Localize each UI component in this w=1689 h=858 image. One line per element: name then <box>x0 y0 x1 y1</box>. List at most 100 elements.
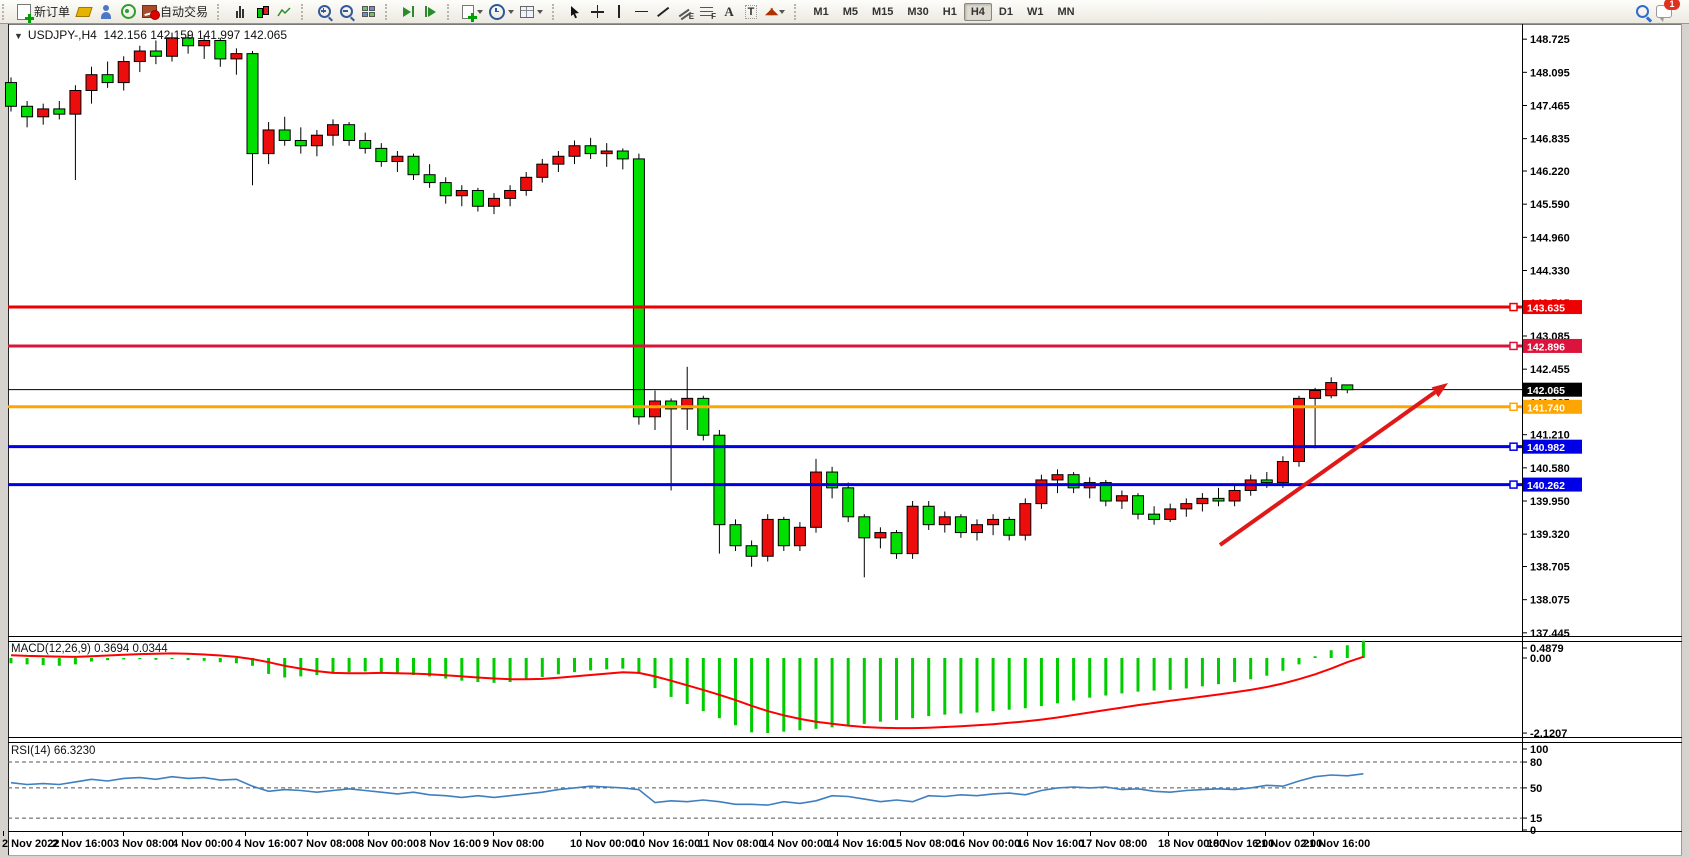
svg-text:15 Nov 08:00: 15 Nov 08:00 <box>890 838 957 850</box>
fibonacci-tool-button[interactable]: F <box>696 2 718 22</box>
navigator-icon <box>100 4 112 19</box>
timeframe-m1-button[interactable]: M1 <box>813 5 829 18</box>
trendline-tool-button[interactable] <box>652 2 674 22</box>
line-chart-icon <box>277 6 291 16</box>
svg-text:10 Nov 00:00: 10 Nov 00:00 <box>570 838 637 850</box>
toolbar-grip[interactable] <box>301 3 307 20</box>
svg-text:4 Nov 16:00: 4 Nov 16:00 <box>235 838 296 850</box>
svg-text:141.740: 141.740 <box>1527 402 1565 414</box>
chart-window: 148.725 148.095 147.465 146.835 146.220 145.5… <box>0 24 1689 858</box>
auto-scroll-icon <box>427 6 436 17</box>
horizontal-line-icon <box>634 10 648 13</box>
terminal-button[interactable] <box>117 2 139 22</box>
rsi-indicator <box>10 773 1364 806</box>
chevron-down-icon <box>537 9 544 14</box>
timeframe-h4-button[interactable]: H4 <box>963 2 992 21</box>
horizontal-lines[interactable]: 143.635 142.896 142.065 141.740 140.982 140.2… <box>8 300 1582 492</box>
svg-text:143.635: 143.635 <box>1527 303 1565 315</box>
auto-trading-button[interactable]: 自动交易 <box>139 2 211 22</box>
svg-text:18 Nov 00:00: 18 Nov 00:00 <box>1158 838 1225 850</box>
search-button[interactable] <box>1631 2 1653 22</box>
new-order-button[interactable]: 新订单 <box>14 2 73 23</box>
svg-text:-2.1207: -2.1207 <box>1530 728 1567 740</box>
candlestick-mode-button[interactable] <box>251 2 273 22</box>
toolbar-grip[interactable] <box>447 3 453 20</box>
toolbar-grip[interactable] <box>385 3 391 20</box>
timeframe-m30-button[interactable]: M30 <box>907 5 929 18</box>
svg-text:139.950: 139.950 <box>1530 496 1570 508</box>
text-label-tool-button[interactable]: T <box>740 2 762 22</box>
new-order-icon <box>17 3 34 23</box>
trendline-icon <box>657 6 670 17</box>
zoom-out-icon <box>339 5 353 18</box>
chart-background <box>8 24 1682 856</box>
crosshair-icon <box>590 5 604 18</box>
svg-text:146.220: 146.220 <box>1530 166 1570 178</box>
tile-windows-button[interactable] <box>357 2 379 22</box>
toolbar-grip[interactable] <box>552 3 558 20</box>
template-selector-button[interactable] <box>517 2 546 22</box>
toolbar-grip[interactable] <box>794 3 800 20</box>
svg-text:2 Nov 2022: 2 Nov 2022 <box>2 838 59 850</box>
vertical-line-tool-button[interactable] <box>608 2 630 22</box>
timeframe-h1-button[interactable]: H1 <box>942 5 957 18</box>
timeframe-m15-button[interactable]: M15 <box>871 5 894 18</box>
terminal-icon <box>120 4 136 19</box>
svg-text:0: 0 <box>1530 825 1536 837</box>
auto-scroll-button[interactable] <box>419 2 441 22</box>
svg-text:14 Nov 16:00: 14 Nov 16:00 <box>827 838 894 850</box>
zoom-in-button[interactable] <box>313 2 335 22</box>
svg-text:138.705: 138.705 <box>1530 562 1570 574</box>
svg-text:21 Nov 02:00: 21 Nov 02:00 <box>1255 838 1322 850</box>
timeframe-m5-button[interactable]: M5 <box>842 5 858 18</box>
channel-icon: E <box>678 5 694 21</box>
bar-chart-mode-button[interactable] <box>229 2 251 22</box>
navigator-button[interactable] <box>95 2 117 22</box>
cursor-tool-button[interactable] <box>564 2 586 22</box>
svg-text:7 Nov 08:00: 7 Nov 08:00 <box>297 838 358 850</box>
timeframe-d1-button[interactable]: D1 <box>998 5 1013 18</box>
svg-text:100: 100 <box>1530 744 1548 756</box>
svg-text:18 Nov 16:00: 18 Nov 16:00 <box>1207 838 1274 850</box>
chart-shift-button[interactable] <box>397 2 419 22</box>
period-selector-button[interactable] <box>486 2 517 22</box>
svg-text:9 Nov 08:00: 9 Nov 08:00 <box>483 838 544 850</box>
svg-text:140.262: 140.262 <box>1527 480 1565 492</box>
svg-text:17 Nov 08:00: 17 Nov 08:00 <box>1080 838 1147 850</box>
notifications-button[interactable]: 1 <box>1653 0 1680 22</box>
new-order-label: 新订单 <box>34 5 71 19</box>
annotation-arrow[interactable] <box>1218 383 1448 547</box>
svg-text:16 Nov 00:00: 16 Nov 00:00 <box>953 838 1020 850</box>
svg-text:137.445: 137.445 <box>1530 628 1570 640</box>
timeframe-mn-button[interactable]: MN <box>1057 5 1075 18</box>
timeframe-group: M1 M5 M15 M30 H1 H4 D1 W1 MN <box>802 1 1085 23</box>
svg-text:0.4879: 0.4879 <box>1530 643 1564 655</box>
main-toolbar: 新订单 自动交易 <box>0 0 1689 24</box>
timeframe-w1-button[interactable]: W1 <box>1026 5 1044 18</box>
horizontal-line-tool-button[interactable] <box>630 2 652 22</box>
svg-text:148.725: 148.725 <box>1530 34 1570 46</box>
svg-text:144.330: 144.330 <box>1530 265 1570 277</box>
svg-text:142.896: 142.896 <box>1527 341 1565 353</box>
text-tool-button[interactable]: A <box>718 2 740 22</box>
chart-canvas[interactable]: 148.725 148.095 147.465 146.835 146.220 145.5… <box>0 24 1689 858</box>
svg-text:11 Nov 08:00: 11 Nov 08:00 <box>698 838 765 850</box>
add-indicator-button[interactable] <box>459 2 486 22</box>
symbol-dropdown-caret[interactable]: ▼ <box>14 31 23 41</box>
vertical-line-icon <box>618 5 620 18</box>
svg-text:140.982: 140.982 <box>1527 442 1565 454</box>
toolbar-grip[interactable] <box>217 3 223 20</box>
template-icon <box>520 5 535 18</box>
svg-text:10 Nov 16:00: 10 Nov 16:00 <box>633 838 700 850</box>
crosshair-tool-button[interactable] <box>586 2 608 22</box>
market-watch-button[interactable] <box>73 2 95 22</box>
arrows-tool-button[interactable]: ◢◣ <box>762 2 788 22</box>
toolbar-grip[interactable] <box>2 3 8 20</box>
search-icon <box>1635 5 1649 18</box>
channel-tool-button[interactable]: E <box>674 2 696 22</box>
line-chart-mode-button[interactable] <box>273 2 295 22</box>
zoom-out-button[interactable] <box>335 2 357 22</box>
